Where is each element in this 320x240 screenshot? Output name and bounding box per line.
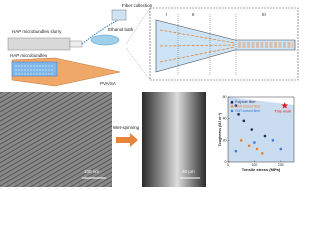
spinning-diagram: Fiber collection HAP microbundles slurry… (7, 3, 153, 87)
region (228, 97, 294, 162)
legend-marker (230, 105, 234, 108)
point (271, 139, 275, 142)
legend-label: Polymer fiber (235, 100, 256, 104)
y-tick-label: 40 (223, 117, 227, 121)
legend-label: This work (274, 109, 291, 114)
point (255, 147, 259, 151)
label: Ethanol bath (108, 27, 134, 32)
plot-frame (227, 96, 295, 163)
legend-label: CNT-based fiber (235, 109, 261, 113)
y-tick-label: 20 (223, 138, 227, 142)
x-axis-label: Tensile stress (MPa) (242, 167, 281, 172)
y-tick-label: 0 (225, 160, 227, 164)
star-marker (281, 102, 289, 109)
point (242, 119, 246, 123)
x-tick-label: 200 (278, 163, 284, 167)
point (239, 139, 243, 142)
point (247, 144, 251, 148)
point (279, 147, 283, 151)
y-tick-label: 60 (223, 95, 227, 99)
figure: Fiber collection HAP microbundles slurry… (0, 3, 299, 187)
point (234, 149, 238, 153)
y-axis-label: Toughness (MJ m⁻³) (218, 113, 222, 147)
legend-label: HAP-based fiber (235, 104, 262, 108)
label: I (166, 12, 167, 17)
channel-zoom: I II III (149, 7, 299, 81)
point (253, 141, 256, 144)
arrow: Wet-spinning (113, 125, 140, 147)
label: III (262, 12, 266, 17)
x-tick-label: 100 (251, 163, 257, 167)
point (237, 113, 240, 116)
point (263, 134, 267, 138)
label: HAP microbundles (10, 53, 48, 58)
label: II (192, 12, 195, 17)
tem-image: 100 nm (0, 92, 112, 187)
label: Fiber collection (122, 3, 153, 8)
scale-bar-label: 30 μm (182, 169, 195, 174)
label: PVA/SA (100, 81, 116, 86)
x-tick-label: 0 (227, 163, 229, 167)
sem-image: 30 μm (142, 92, 206, 187)
point (261, 152, 264, 155)
legend-marker (230, 109, 234, 113)
label: Wet-spinning (113, 125, 140, 130)
point (250, 128, 254, 131)
point (234, 104, 238, 107)
label: HAP microbundles slurry (12, 29, 62, 34)
scale-bar-label: 100 nm (84, 169, 99, 174)
legend-marker (230, 100, 234, 104)
